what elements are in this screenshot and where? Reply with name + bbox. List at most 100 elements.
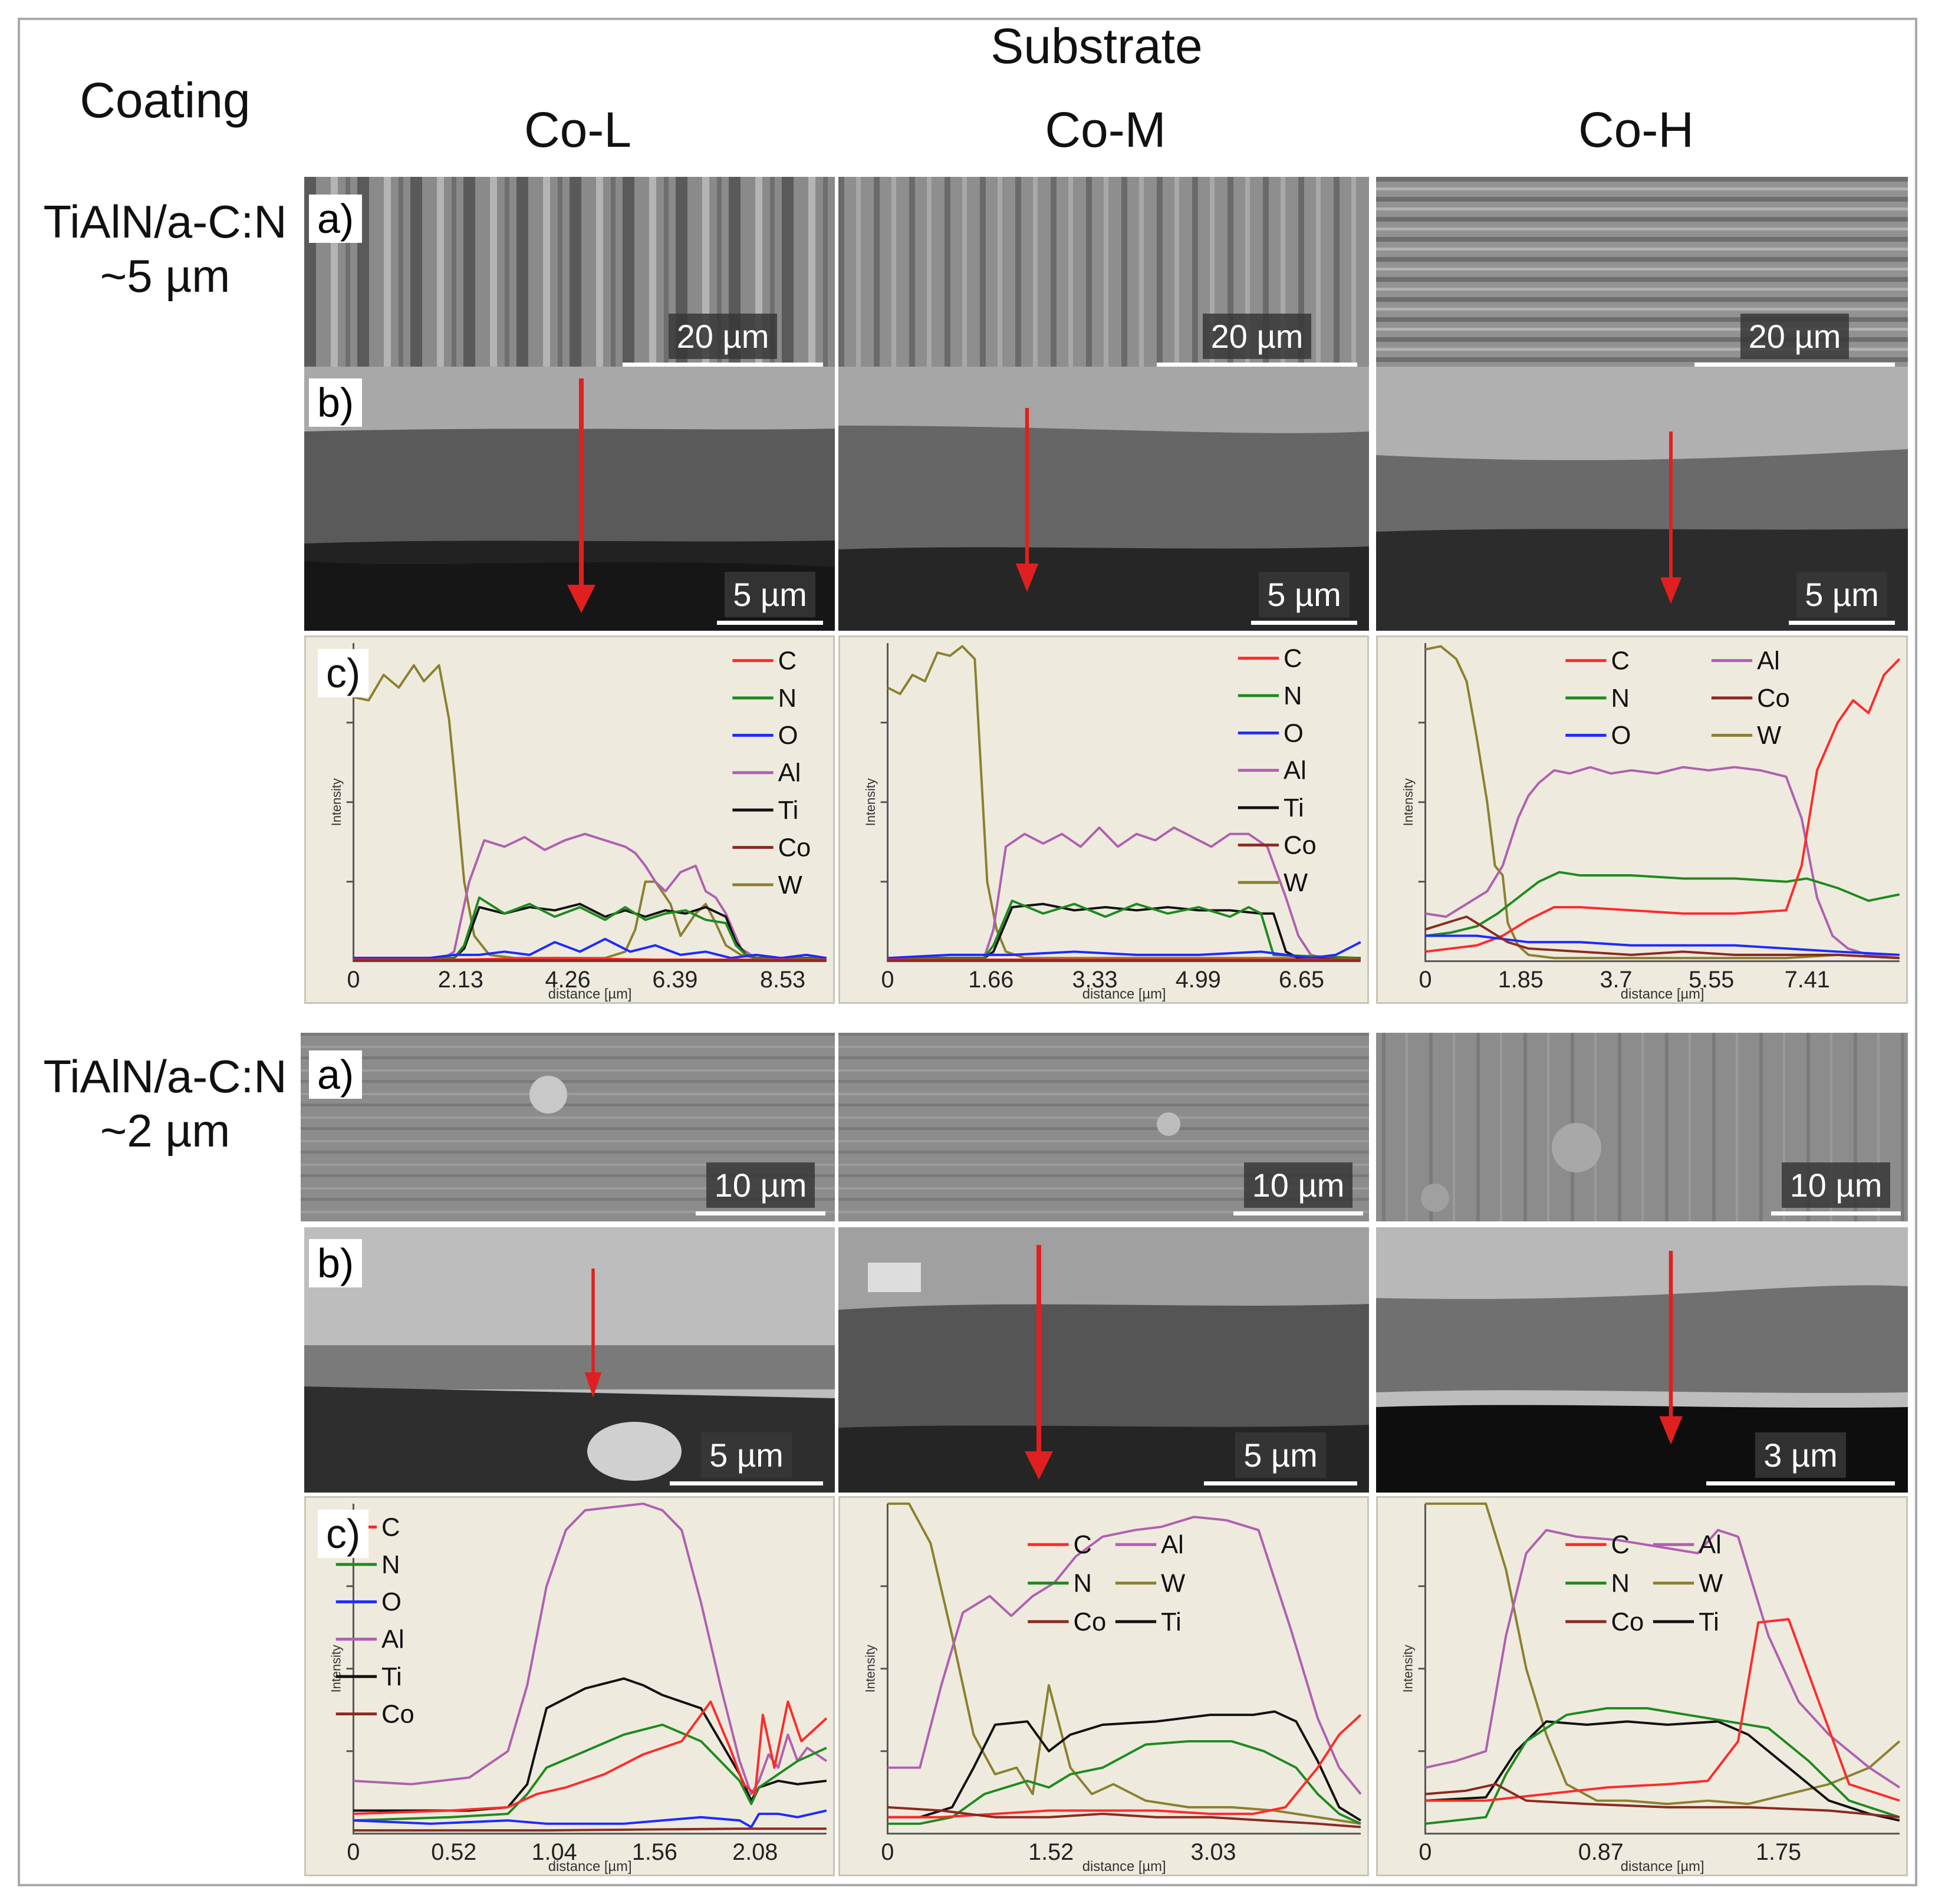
legend-label: W bbox=[1161, 1570, 1185, 1598]
legend-entry-w: W bbox=[732, 871, 802, 900]
y-axis-label: Intensity bbox=[1401, 778, 1416, 826]
panel-label-a: a) bbox=[309, 1050, 363, 1099]
scale-bar: 5 µm bbox=[670, 1432, 823, 1485]
scale-bar-label: 20 µm bbox=[668, 314, 778, 359]
legend-entry-al: Al bbox=[1238, 757, 1307, 785]
scale-bar-label: 10 µm bbox=[1781, 1162, 1891, 1208]
legend-label: W bbox=[1699, 1570, 1723, 1598]
legend-entry-n: N bbox=[732, 684, 797, 713]
legend-label: W bbox=[778, 871, 802, 900]
legend-entry-al: Al bbox=[732, 759, 801, 788]
series-line-co bbox=[1424, 915, 1900, 960]
legend-entry-o: O bbox=[1565, 722, 1631, 750]
legend-label: Co bbox=[1611, 1608, 1644, 1636]
chart-axes bbox=[352, 1503, 827, 1835]
legend-entry-al: Al bbox=[1115, 1531, 1184, 1559]
legend-label: N bbox=[1284, 682, 1302, 710]
legend-entry-al: Al bbox=[335, 1626, 404, 1654]
scale-bar-line bbox=[1706, 1481, 1895, 1485]
legend-entry-o: O bbox=[732, 722, 798, 750]
series-line-al bbox=[1425, 1529, 1900, 1788]
legend-entry-w: W bbox=[1238, 869, 1308, 897]
legend-label: Al bbox=[1284, 757, 1307, 785]
legend-label: Al bbox=[381, 1626, 404, 1654]
y-axis-label: Intensity bbox=[1401, 1645, 1416, 1692]
x-tick-label: 0 bbox=[881, 1839, 894, 1865]
scale-bar: 5 µm bbox=[1204, 1432, 1357, 1485]
legend-entry-co: Co bbox=[1028, 1608, 1106, 1636]
series-line-o bbox=[887, 941, 1361, 960]
legend-label: Ti bbox=[1699, 1608, 1719, 1636]
linescan-arrow bbox=[1659, 1251, 1683, 1445]
legend-label: W bbox=[1284, 869, 1308, 897]
linescan-chart-r2-co-m: Intensity 0 1.52 3.03 distance [µm] C N Co Al W Ti bbox=[838, 1496, 1369, 1876]
panel-label-b: b) bbox=[309, 378, 363, 427]
x-tick-label: 3.7 bbox=[1600, 967, 1632, 993]
legend-entry-w: W bbox=[1653, 1570, 1723, 1598]
row-label-2um: TiAlN/a-C:N ~2 µm bbox=[24, 1049, 307, 1158]
x-tick-label: 0.52 bbox=[431, 1839, 476, 1865]
x-tick-label: 1.66 bbox=[968, 967, 1013, 993]
x-tick-label: 0 bbox=[1419, 1839, 1431, 1865]
legend-entry-n: N bbox=[335, 1551, 400, 1579]
legend-label: C bbox=[1611, 1531, 1629, 1559]
linescan-arrow bbox=[567, 378, 595, 613]
x-tick-label: 0 bbox=[1419, 967, 1432, 993]
legend-label: N bbox=[1611, 1570, 1629, 1598]
scale-bar-line bbox=[1789, 621, 1895, 625]
legend-label: C bbox=[381, 1513, 400, 1541]
scale-bar: 20 µm bbox=[1694, 314, 1895, 367]
legend-label: Al bbox=[1161, 1531, 1184, 1559]
sem-cross-section-r2-co-l: b) 5 µm bbox=[304, 1227, 835, 1493]
chart-axes bbox=[1424, 1503, 1900, 1835]
legend-label: N bbox=[1073, 1570, 1091, 1598]
series-line-n bbox=[353, 1723, 827, 1822]
linescan-arrow bbox=[1015, 408, 1039, 592]
panel-label-a: a) bbox=[309, 195, 363, 243]
legend-label: O bbox=[381, 1588, 402, 1616]
series-line-ti bbox=[353, 902, 827, 960]
scale-bar-line bbox=[623, 363, 823, 367]
legend-label: C bbox=[1611, 647, 1630, 675]
legend-entry-co: Co bbox=[1238, 831, 1317, 859]
legend-label: W bbox=[1757, 722, 1781, 750]
legend-entry-ti: Ti bbox=[1653, 1608, 1719, 1636]
legend-label: Co bbox=[1073, 1608, 1106, 1636]
row-label-5um: TiAlN/a-C:N ~5 µm bbox=[24, 195, 307, 303]
series-line-c bbox=[1425, 1618, 1900, 1802]
scale-bar: 10 µm bbox=[1233, 1162, 1363, 1215]
legend-entry-co: Co bbox=[732, 834, 811, 862]
scale-bar-line bbox=[1771, 1211, 1901, 1215]
linescan-arrow bbox=[584, 1269, 602, 1398]
series-line-al bbox=[353, 1502, 828, 1796]
scale-bar: 10 µm bbox=[1771, 1162, 1901, 1215]
series-line-c bbox=[887, 1714, 1362, 1819]
legend-label: Ti bbox=[1161, 1608, 1182, 1636]
scale-bar-label: 5 µm bbox=[701, 1432, 792, 1478]
sem-surface-r2-co-l: a) 10 µm bbox=[301, 1033, 835, 1221]
scale-bar-line bbox=[1204, 1481, 1357, 1485]
series-line-c bbox=[353, 1700, 828, 1816]
linescan-chart-r1-co-m: Intensity 0 1.66 3.33 4.99 6.65 distance [µm] C… bbox=[838, 635, 1369, 1004]
x-tick-label: 1.52 bbox=[1028, 1839, 1074, 1865]
x-tick-label: 2.13 bbox=[438, 967, 483, 993]
linescan-arrow bbox=[1025, 1245, 1053, 1480]
panel-label-c: c) bbox=[318, 649, 369, 697]
chart-svg: Intensity 0 0.52 1.04 1.56 2.08 distance [µm] C… bbox=[329, 1502, 828, 1875]
legend-label: N bbox=[778, 684, 797, 713]
legend-label: Co bbox=[1284, 831, 1317, 859]
x-tick-label: 5.55 bbox=[1689, 967, 1734, 993]
sem-surface-r1-co-l: a) 20 µm bbox=[304, 177, 835, 367]
legend-label: Ti bbox=[778, 796, 799, 825]
legend-entry-c: C bbox=[1028, 1531, 1092, 1559]
row-label-line: ~5 µm bbox=[100, 250, 231, 302]
series-line-n bbox=[1425, 871, 1900, 937]
scale-bar: 3 µm bbox=[1706, 1432, 1895, 1485]
series-line-al bbox=[353, 832, 827, 960]
legend-entry-co: Co bbox=[1565, 1608, 1644, 1636]
scale-bar-label: 10 µm bbox=[1243, 1162, 1353, 1208]
legend-entry-al: Al bbox=[1711, 647, 1780, 675]
series-line-al bbox=[887, 826, 1361, 960]
legend-entry-c: C bbox=[1565, 1531, 1630, 1559]
legend-label: Al bbox=[1699, 1531, 1722, 1559]
